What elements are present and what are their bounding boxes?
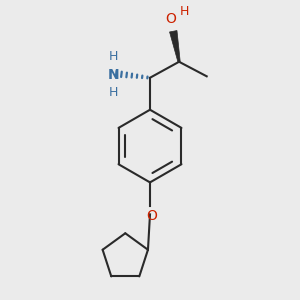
Text: H: H [180,5,189,18]
Text: H: H [109,50,118,63]
Text: O: O [166,12,176,26]
Text: N: N [108,68,119,82]
Text: H: H [109,85,118,99]
Polygon shape [169,31,180,62]
Text: O: O [146,208,157,223]
